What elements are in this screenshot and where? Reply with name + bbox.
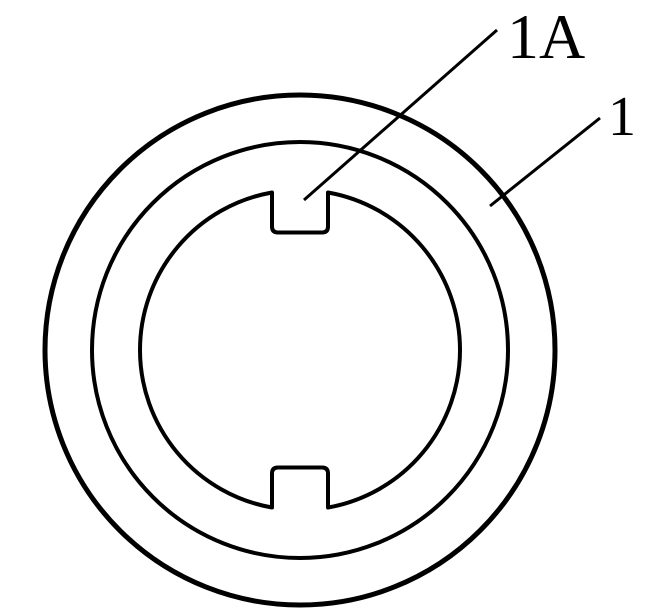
- outer-circle: [45, 95, 555, 605]
- leader-line-1A: [304, 30, 497, 200]
- middle-circle: [92, 142, 508, 558]
- callout-label-1: 1: [608, 85, 636, 149]
- inner-notched-ring: [140, 192, 460, 507]
- leader-line-1: [490, 118, 600, 206]
- diagram-root: [0, 0, 652, 611]
- callout-label-1A: 1A: [507, 0, 585, 74]
